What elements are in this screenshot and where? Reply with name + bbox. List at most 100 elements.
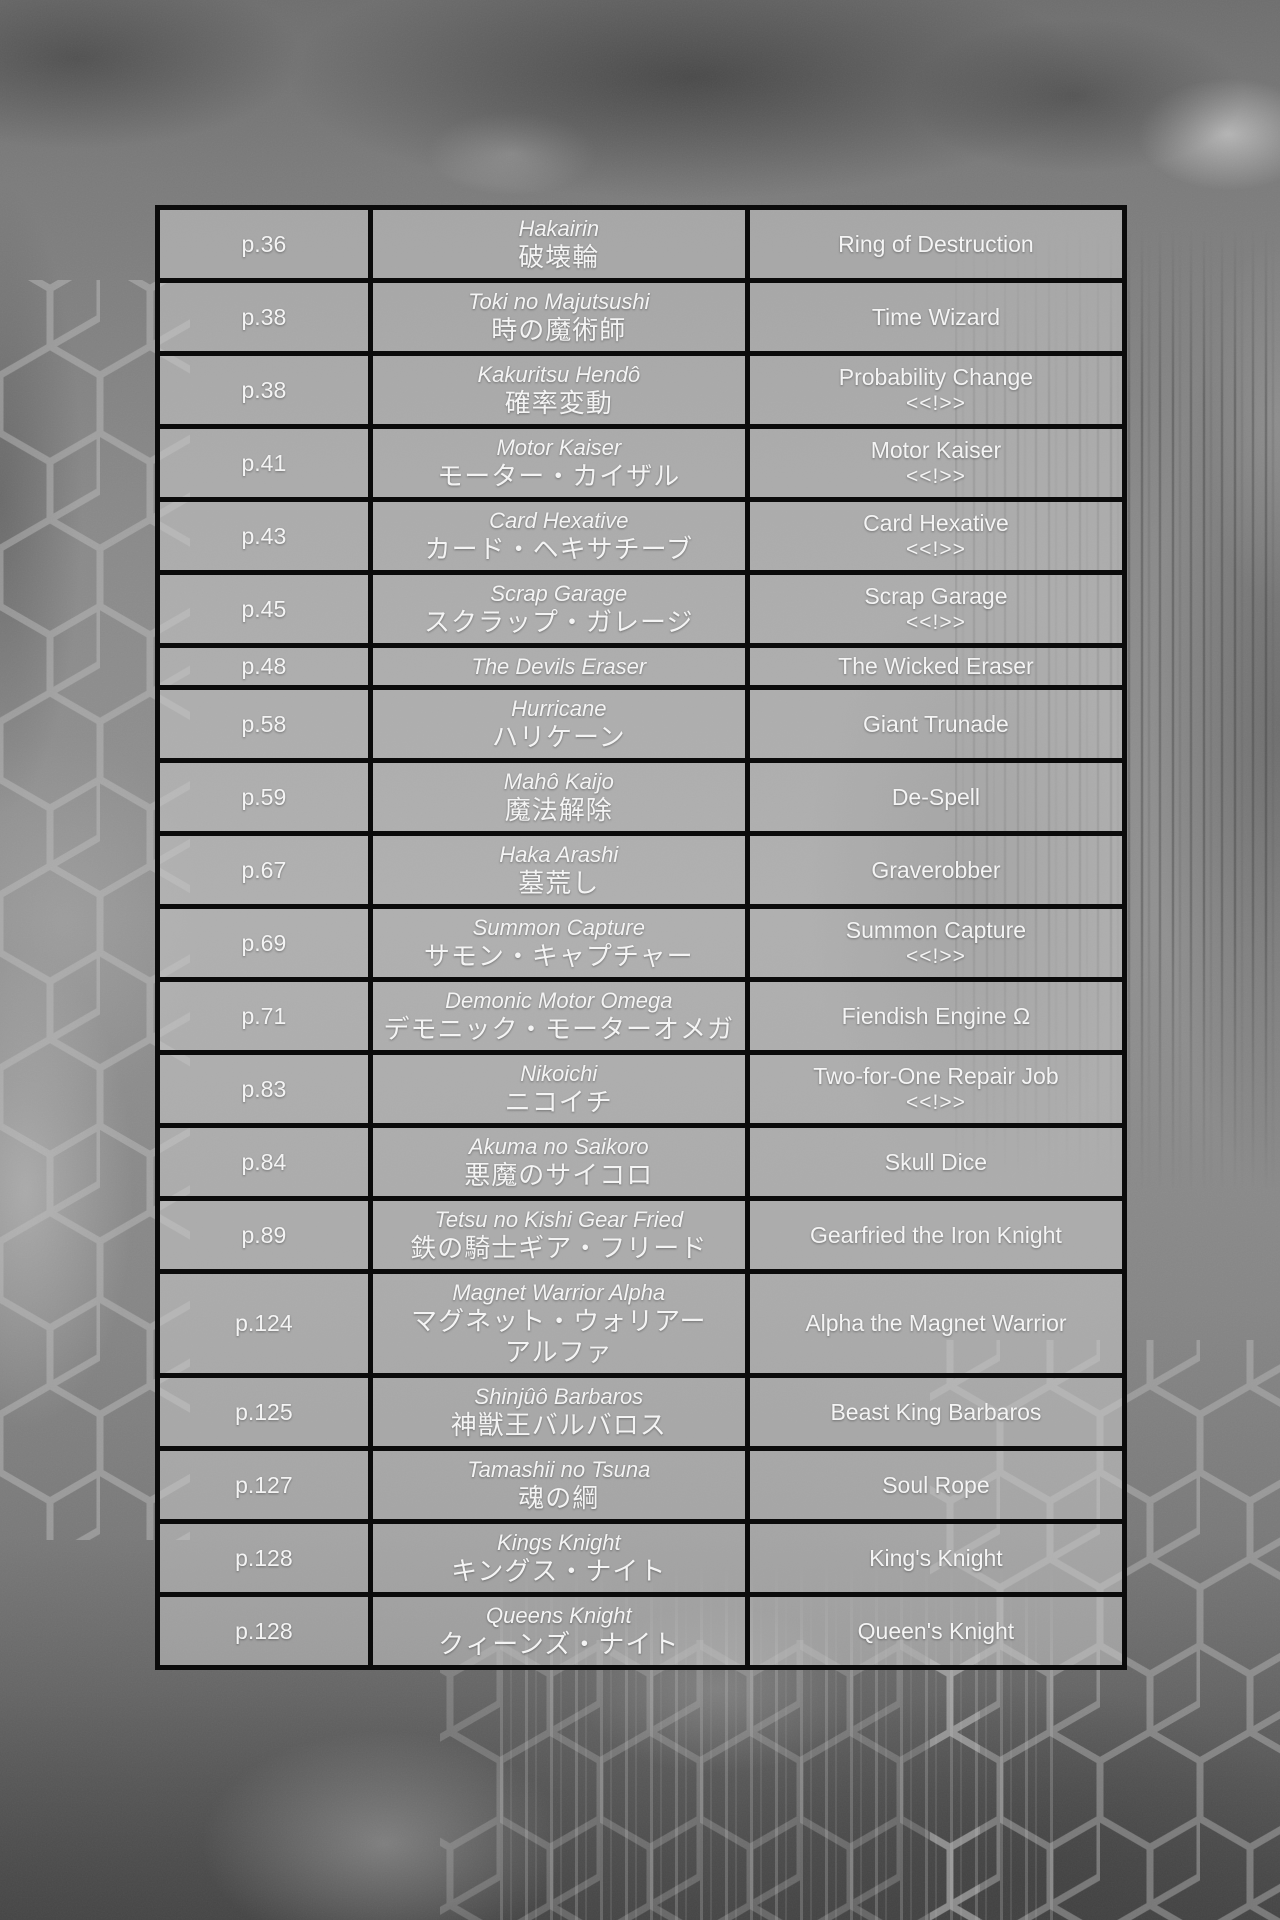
page-number: p.83 <box>241 1075 287 1102</box>
japanese-name: サモン・キャプチャー <box>423 941 694 971</box>
table-row: p.83 Nikoichi ニコイチ Two-for-One Repair Jo… <box>155 1050 1128 1128</box>
page-cell: p.45 <box>155 570 373 648</box>
english-name: Fiendish Engine Ω <box>841 1002 1031 1029</box>
table-row: p.38 Kakuritsu Hendô 確率変動 Probability Ch… <box>155 351 1128 429</box>
english-name-cell: King's Knight <box>744 1519 1128 1597</box>
japanese-name: ニコイチ <box>504 1087 613 1117</box>
page-cell: p.128 <box>155 1519 373 1597</box>
page-number: p.71 <box>241 1002 287 1029</box>
romaji-name: Kings Knight <box>497 1530 621 1555</box>
japanese-name-cell: Haka Arashi 墓荒し <box>367 831 750 909</box>
english-name: Scrap Garage <box>864 583 1008 609</box>
english-name: Two-for-One Repair Job <box>813 1063 1059 1089</box>
japanese-name: 悪魔のサイコロ <box>464 1160 654 1190</box>
japanese-name: 神獣王バルバロス <box>450 1410 667 1440</box>
english-name: Probability Change <box>838 364 1034 390</box>
glossary-table: p.36 Hakairin 破壊輪 Ring of Destruction p.… <box>155 205 1128 1670</box>
page-cell: p.83 <box>155 1050 373 1128</box>
japanese-name: 破壊輪 <box>518 242 600 272</box>
page-number: p.89 <box>241 1221 287 1248</box>
japanese-name-cell: Akuma no Saikoro 悪魔のサイコロ <box>367 1123 750 1201</box>
page-number: p.128 <box>235 1617 293 1644</box>
romaji-name: Shinjûô Barbaros <box>474 1384 644 1409</box>
romaji-name: Card Hexative <box>489 508 629 533</box>
english-name: Beast King Barbaros <box>830 1398 1042 1425</box>
english-name-cell: Gearfried the Iron Knight <box>744 1196 1128 1274</box>
english-name-cell: Skull Dice <box>744 1123 1128 1201</box>
table-row: p.128 Queens Knight クィーンズ・ナイト Queen's Kn… <box>155 1592 1128 1670</box>
romaji-name: Toki no Majutsushi <box>468 289 650 314</box>
page-number: p.125 <box>235 1398 293 1425</box>
japanese-name: マグネット・ウォリアー アルファ <box>411 1306 707 1367</box>
japanese-name: ハリケーン <box>491 722 626 752</box>
table-row: p.69 Summon Capture サモン・キャプチャー Summon Ca… <box>155 904 1128 982</box>
page-number: p.128 <box>235 1544 293 1571</box>
english-name: Alpha the Magnet Warrior <box>805 1310 1067 1336</box>
japanese-name: 鉄の騎士ギア・フリード <box>410 1233 708 1263</box>
english-name: The Wicked Eraser <box>838 653 1034 679</box>
english-name: Soul Rope <box>882 1471 990 1498</box>
page-cell: p.38 <box>155 278 373 356</box>
japanese-name-cell: Toki no Majutsushi 時の魔術師 <box>367 278 750 356</box>
page-cell: p.69 <box>155 904 373 982</box>
romaji-name: Magnet Warrior Alpha <box>452 1280 666 1305</box>
japanese-name-cell: Hurricane ハリケーン <box>367 685 750 763</box>
flag-marker: <<!>> <box>905 611 966 634</box>
japanese-name-cell: Hakairin 破壊輪 <box>367 205 750 283</box>
page-cell: p.67 <box>155 831 373 909</box>
table-row: p.59 Mahô Kaijo 魔法解除 De-Spell <box>155 758 1128 836</box>
page-number: p.69 <box>241 929 287 956</box>
japanese-name-cell: Scrap Garage スクラップ・ガレージ <box>367 570 750 648</box>
japanese-name-cell: The Devils Eraser <box>367 643 750 690</box>
japanese-name-cell: Shinjûô Barbaros 神獣王バルバロス <box>367 1373 750 1451</box>
page-number: p.67 <box>241 856 287 883</box>
page-cell: p.127 <box>155 1446 373 1524</box>
page-number: p.124 <box>235 1310 293 1336</box>
japanese-name-cell: Motor Kaiser モーター・カイザル <box>367 424 750 502</box>
table-row: p.84 Akuma no Saikoro 悪魔のサイコロ Skull Dice <box>155 1123 1128 1201</box>
page-number: p.127 <box>235 1471 293 1498</box>
japanese-name-cell: Demonic Motor Omega デモニック・モーターオメガ <box>367 977 750 1055</box>
english-name-cell: De-Spell <box>744 758 1128 836</box>
flag-marker: <<!>> <box>905 945 966 968</box>
romaji-name: The Devils Eraser <box>471 654 647 679</box>
table-row: p.124 Magnet Warrior Alpha マグネット・ウォリアー ア… <box>155 1269 1128 1378</box>
table-row: p.48 The Devils Eraser The Wicked Eraser <box>155 643 1128 690</box>
romaji-name: Demonic Motor Omega <box>445 988 673 1013</box>
english-name: Graverobber <box>871 856 1001 883</box>
page-cell: p.38 <box>155 351 373 429</box>
page-number: p.36 <box>241 230 287 257</box>
page-number: p.48 <box>241 653 287 679</box>
english-name: De-Spell <box>891 783 981 810</box>
english-name: Summon Capture <box>845 917 1027 943</box>
page-cell: p.128 <box>155 1592 373 1670</box>
page-cell: p.43 <box>155 497 373 575</box>
english-name: Queen's Knight <box>857 1617 1015 1644</box>
romaji-name: Summon Capture <box>472 915 645 940</box>
romaji-name: Hurricane <box>511 696 607 721</box>
japanese-name-cell: Card Hexative カード・ヘキサチーブ <box>367 497 750 575</box>
table-row: p.38 Toki no Majutsushi 時の魔術師 Time Wizar… <box>155 278 1128 356</box>
english-name-cell: Time Wizard <box>744 278 1128 356</box>
page-number: p.59 <box>241 783 287 810</box>
english-name: Skull Dice <box>884 1148 988 1175</box>
english-name: Motor Kaiser <box>870 437 1002 463</box>
english-name: Card Hexative <box>863 510 1009 536</box>
japanese-name: 確率変動 <box>504 388 613 418</box>
english-name-cell: Fiendish Engine Ω <box>744 977 1128 1055</box>
english-name-cell: Beast King Barbaros <box>744 1373 1128 1451</box>
japanese-name-cell: Tetsu no Kishi Gear Fried 鉄の騎士ギア・フリード <box>367 1196 750 1274</box>
english-name-cell: Ring of Destruction <box>744 205 1128 283</box>
english-name-cell: Scrap Garage <<!>> <box>744 570 1128 648</box>
table-row: p.41 Motor Kaiser モーター・カイザル Motor Kaiser… <box>155 424 1128 502</box>
english-name-cell: Soul Rope <box>744 1446 1128 1524</box>
page-cell: p.89 <box>155 1196 373 1274</box>
english-name-cell: Giant Trunade <box>744 685 1128 763</box>
japanese-name: カード・ヘキサチーブ <box>424 534 694 564</box>
romaji-name: Scrap Garage <box>490 581 628 606</box>
english-name: Giant Trunade <box>863 710 1009 737</box>
table-row: p.125 Shinjûô Barbaros 神獣王バルバロス Beast Ki… <box>155 1373 1128 1451</box>
page-number: p.45 <box>241 595 287 622</box>
page-number: p.38 <box>241 376 287 403</box>
page-number: p.43 <box>241 522 287 549</box>
